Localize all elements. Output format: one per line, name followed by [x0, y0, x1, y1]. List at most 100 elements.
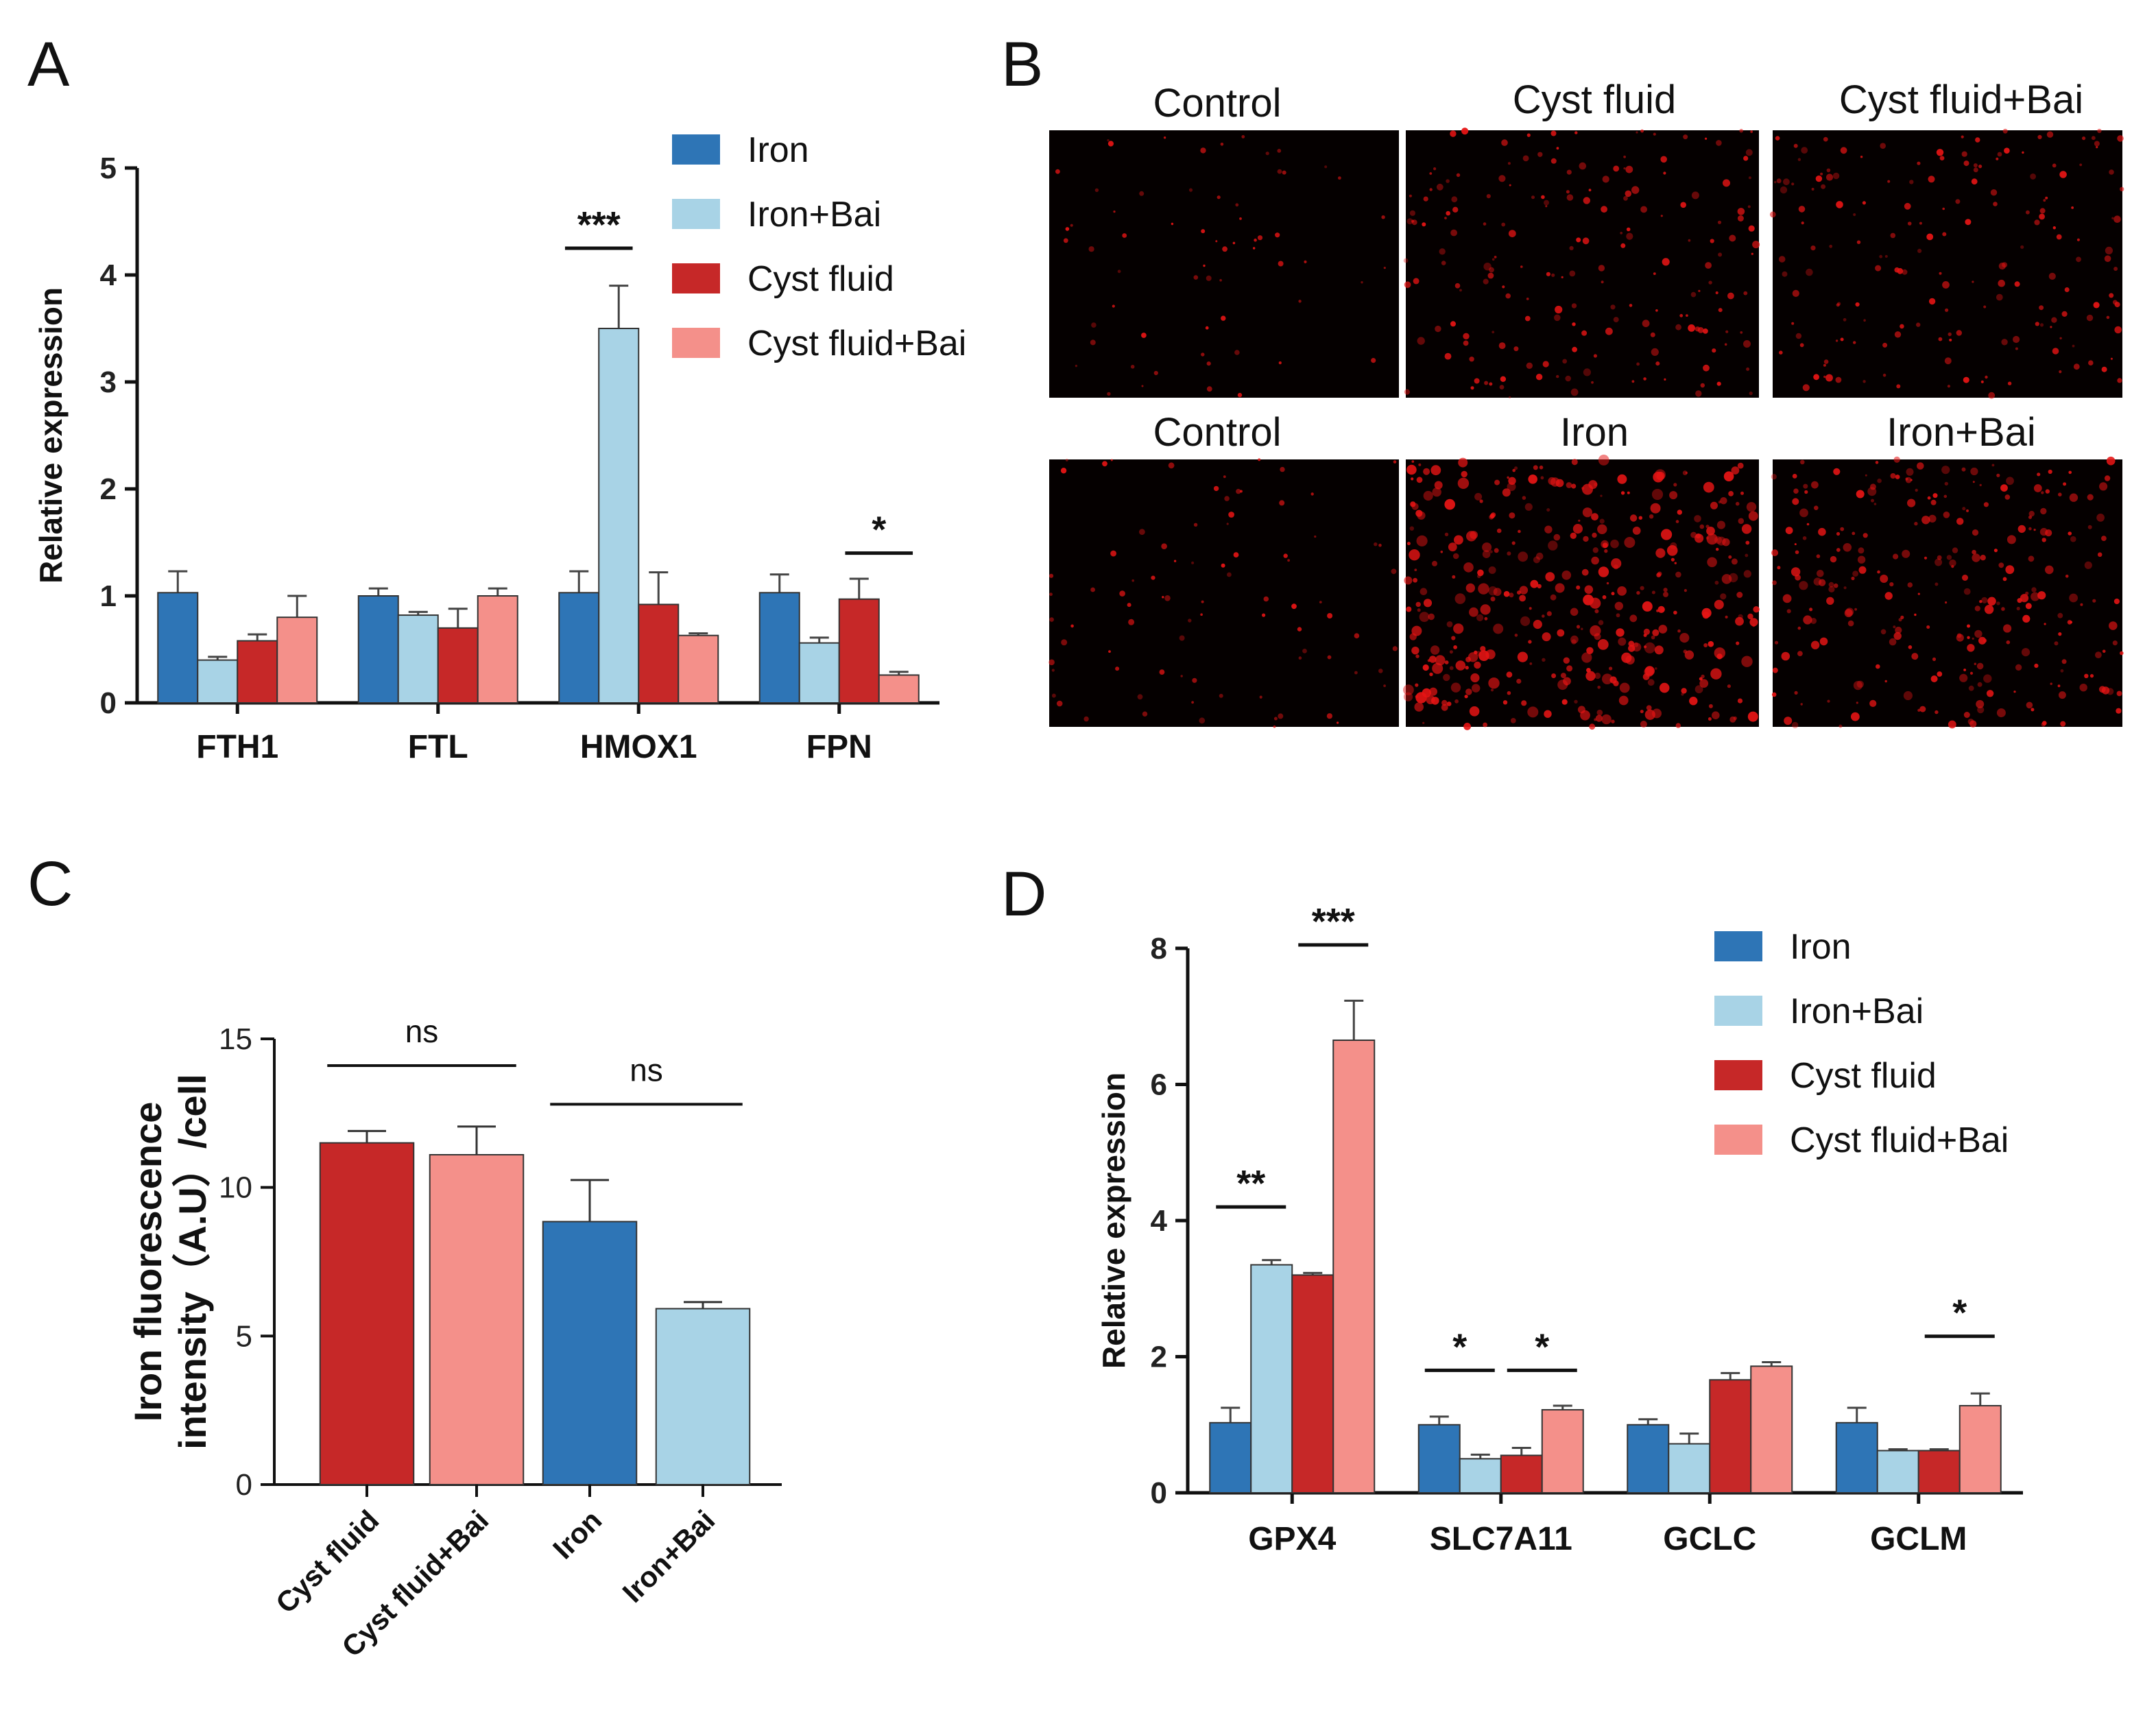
y-tick-label: 1 [100, 579, 117, 613]
fluorescent-spot [1319, 601, 1322, 603]
fluorescent-spot [1749, 392, 1753, 396]
fluorescent-spot [1168, 462, 1175, 469]
fluorescent-spot [1935, 558, 1943, 566]
fluorescent-spot [1414, 568, 1417, 571]
x-category-label: FTL [408, 729, 468, 765]
x-category-label: HMOX1 [580, 729, 697, 765]
fluorescent-spot [1548, 540, 1558, 551]
fluorescent-spot [1793, 488, 1799, 494]
fluorescent-spot [1675, 324, 1682, 331]
fluorescent-spot [1983, 674, 1992, 683]
fluorescent-spot [1907, 221, 1912, 226]
fluorescent-spot [1644, 666, 1655, 676]
fluorescent-spot [1524, 503, 1533, 511]
fluorescent-spot [1736, 592, 1743, 598]
fluorescent-spot [1947, 385, 1950, 388]
legend-swatch [672, 263, 720, 293]
fluorescent-spot [1278, 361, 1282, 365]
fluorescent-spot [2059, 370, 2062, 374]
fluorescent-spot [1601, 714, 1612, 725]
fluorescent-spot [2089, 674, 2094, 678]
fluorescent-spot [1944, 357, 1952, 365]
fluorescent-spot [1800, 459, 1805, 465]
fluorescent-spot [1625, 190, 1632, 197]
fluorescent-spot [1833, 468, 1841, 475]
fluorescent-spot [1403, 692, 1413, 701]
fluorescent-spot [1051, 669, 1055, 672]
fluorescent-spot [1705, 262, 1712, 269]
fluorescent-spot [2065, 575, 2069, 578]
fluorescent-spot [1609, 667, 1613, 671]
fluorescent-spot [1470, 386, 1474, 390]
fluorescent-spot [1737, 208, 1745, 215]
fluorescent-spot [1705, 137, 1708, 140]
fluorescent-spot [1441, 704, 1448, 711]
fluorescent-spot [1420, 588, 1428, 595]
fluorescent-spot [1626, 227, 1631, 232]
bar [838, 598, 880, 704]
fluorescent-spot [2039, 527, 2048, 536]
fluorescent-spot [1374, 542, 1378, 547]
fluorescent-spot [1724, 343, 1727, 346]
fluorescent-spot [2022, 614, 2031, 623]
fluorescent-spot [1283, 553, 1288, 558]
fluorescent-spot [1528, 640, 1532, 644]
fluorescent-spot [1302, 649, 1307, 653]
fluorescent-spot [1857, 555, 1866, 564]
fluorescent-spot [1383, 684, 1386, 687]
fluorescent-spot [1737, 215, 1744, 221]
fluorescent-spot [1571, 483, 1577, 489]
fluorescent-spot [1463, 562, 1474, 573]
fluorescent-spot [1961, 467, 1966, 472]
fluorescent-spot [1611, 592, 1615, 596]
fluorescent-spot [1939, 156, 1945, 161]
fluorescent-spot [1889, 638, 1897, 646]
fluorescent-spot [2092, 599, 2096, 603]
fluorescent-spot [1542, 614, 1545, 618]
fluorescent-spot [1489, 550, 1493, 553]
fluorescent-spot [1423, 599, 1433, 608]
fluorescent-spot [1430, 645, 1440, 655]
fluorescent-spot [1743, 570, 1751, 578]
fluorescent-spot [1748, 225, 1755, 232]
fluorescent-spot [1737, 698, 1743, 704]
fluorescent-spot [1171, 222, 1174, 226]
fluorescent-spot [1626, 232, 1633, 240]
fluorescent-spot [1430, 465, 1441, 476]
chart-d: 0 2 4 6 8 Relative expression GPX4 SLC7A11 GCLC G… [1096, 901, 2023, 1557]
fluorescent-spot [1206, 361, 1211, 366]
fluorescent-spot [1192, 677, 1197, 683]
bar [798, 642, 840, 704]
fluorescent-spot [1877, 570, 1880, 574]
fluorescent-spot [1180, 675, 1183, 677]
fluorescent-spot [1511, 541, 1516, 545]
fluorescent-spot [1579, 162, 1587, 170]
fluorescent-spot [1378, 543, 1382, 547]
fluorescent-spot [1799, 508, 1808, 518]
fluorescent-spot [1219, 693, 1223, 698]
fluorescent-spot [1371, 358, 1376, 363]
bar [397, 614, 439, 704]
fluorescent-spot [1501, 139, 1508, 146]
fluorescent-spot [1509, 184, 1511, 187]
microscopy-image [1049, 458, 1399, 728]
fluorescent-spot [1556, 147, 1559, 150]
fluorescent-spot [1751, 252, 1753, 255]
fluorescent-spot [1221, 315, 1226, 321]
fluorescent-spot [1606, 581, 1609, 585]
fluorescent-spot [1070, 624, 1074, 628]
fluorescent-spot [2001, 607, 2005, 611]
fluorescent-spot [1533, 465, 1538, 470]
y-axis-label-line2: intensity（A.U）/cell [171, 1074, 214, 1450]
fluorescent-spot [2058, 691, 2066, 699]
bar [437, 627, 479, 704]
fluorescent-spot [1996, 473, 2000, 477]
y-axis-label: Relative expression [1096, 1072, 1131, 1369]
fluorescent-spot [1972, 549, 1976, 555]
fluorescent-spot [1142, 711, 1148, 717]
fluorescent-spot [1792, 289, 1799, 297]
fluorescent-spot [1224, 496, 1230, 501]
fluorescent-spot [1880, 629, 1887, 635]
fluorescent-spot [1113, 211, 1116, 213]
fluorescent-spot [2013, 335, 2020, 344]
